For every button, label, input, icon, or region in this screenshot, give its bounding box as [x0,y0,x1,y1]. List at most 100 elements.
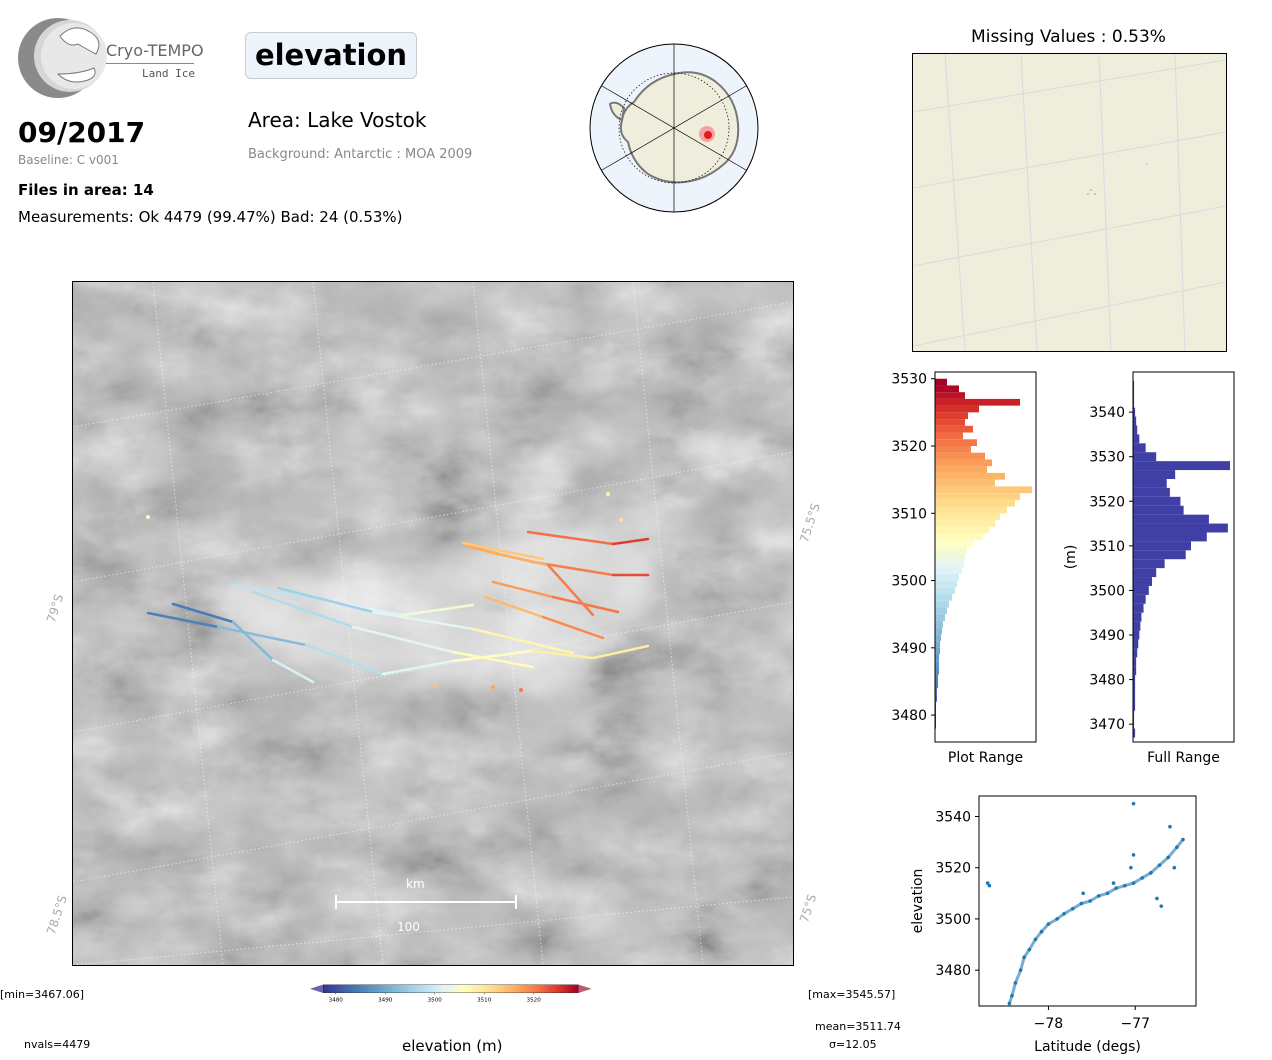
histogram-bar [1133,675,1136,685]
colorbar-tick-label: 3500 [428,998,443,1004]
scatter-point [1157,863,1162,867]
elevation-point [519,688,523,692]
background-label: Background: Antarctic : MOA 2009 [248,147,473,162]
scatter-point [1140,876,1144,880]
scale-bar-value: 100 [397,920,420,934]
scatter-point [1010,993,1014,998]
scatter-point [1033,937,1038,942]
scatter-ytick-label: 3540 [935,809,971,825]
histogram-bar [1133,407,1136,417]
histogram-ytick-label: 3530 [891,372,927,388]
scatter-point [1088,899,1092,903]
histogram-bar [935,499,1015,507]
elevation-track-segment [371,610,475,631]
histogram-bar [1133,487,1170,497]
elevation-track-segment [146,611,220,629]
histogram-bar [935,634,941,642]
elevation-track-segment [451,649,535,663]
histogram-bar [935,681,938,689]
scatter-trend-segment [1167,846,1179,859]
histogram-bar [1133,692,1136,702]
histogram-bar [1133,380,1135,390]
histogram-bar [935,446,971,453]
histogram-bar [935,674,938,682]
scatter-point [987,883,992,888]
elevation-track-segment [271,658,315,684]
histogram-bar [1133,621,1141,631]
histogram-bar [935,506,1007,514]
scatter-point [1018,968,1023,972]
scatter-point [1168,824,1172,829]
histogram-bar [1133,657,1137,667]
scatter-point [985,881,990,885]
elevation-track-segment [591,644,650,660]
histogram-ytick-label: 3470 [1089,717,1125,733]
scatter-trend-segment [1014,969,1023,984]
histogram-ytick-label: 3480 [1089,673,1125,689]
histogram-bar [935,668,939,675]
histogram-bar [1133,559,1165,569]
scatter-point [1096,894,1101,898]
histogram-bar [1133,434,1140,444]
files-count: Files in area: 14 [18,181,154,199]
area-title: Area: Lake Vostok [248,108,427,132]
elevation-point [606,492,610,496]
histogram-bar [1133,416,1137,426]
histogram-bar [1133,425,1138,435]
elevation-track-segment [551,595,620,614]
scatter-point [1149,871,1153,875]
elevation-point [491,685,495,689]
elevation-track-segment [471,627,575,655]
scatter-trend-segment [1028,938,1037,951]
scatter-point [1114,886,1118,890]
histogram-bar [935,405,979,413]
histogram-ytick-label: 3520 [1089,494,1125,510]
histogram-bar [935,647,940,655]
colorbar-max-label: [max=3545.57] [808,988,896,1001]
colorbar-tick-label: 3480 [329,998,344,1004]
scatter-trend-segment [1149,864,1161,874]
histogram-xlabel: Full Range [1147,750,1220,766]
scatter-point [1081,891,1085,896]
histogram-bar [1133,630,1140,640]
scatter-point [1129,865,1133,870]
scatter-point [1013,981,1018,985]
histogram-bar [1133,639,1139,649]
scatter-point [1039,929,1044,934]
elevation-track-segment [491,580,555,599]
histogram-bar [935,688,937,695]
scatter-point [1131,801,1136,806]
elevation-track-segment [171,602,235,624]
histogram-bar [1133,585,1149,595]
scatter-point [1181,837,1185,842]
histogram-bar [935,378,947,386]
logo-divider [106,63,194,64]
histogram-bar [1133,577,1152,586]
histogram-bar [935,513,1000,520]
scatter-trend-segment [1158,856,1170,867]
scatter-frame [978,795,1197,1007]
scatter-trend-segment [1019,956,1026,971]
histogram-bar [1133,603,1144,613]
histogram-bar [1133,648,1138,658]
elevation-track-segment [381,659,455,676]
histogram-bar [935,439,977,446]
scatter-trend-segment [1010,982,1017,997]
logo-name: Cryo-TEMPO [106,41,204,60]
colorbar-axis-label: elevation (m) [402,1037,503,1055]
scatter-point [1055,917,1059,921]
histogram-ytick-label: 3500 [891,574,927,590]
scatter-point [1123,883,1127,888]
histogram-ytick-label: 3500 [1089,583,1125,599]
histogram-bar [935,486,1032,494]
scatter-point [1155,896,1159,901]
antarctica-locator-map [589,43,759,213]
elevation-track-segment [351,625,455,654]
histogram-bar [935,520,995,527]
elevation-track-segment [216,625,308,647]
scatter-point [1007,1001,1012,1006]
histogram-frame [934,371,1037,743]
elevation-track-segment [451,650,535,669]
histogram-bar [1133,719,1135,729]
histogram-bar [935,694,937,702]
